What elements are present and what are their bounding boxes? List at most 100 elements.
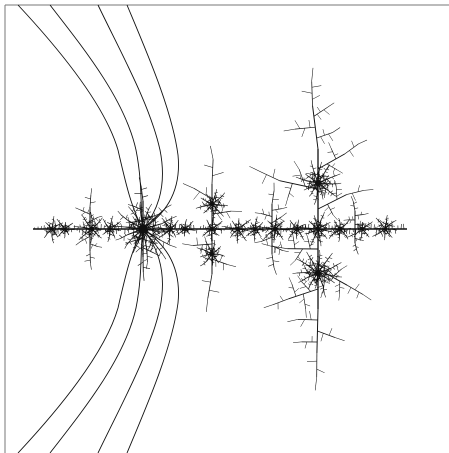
main-node-arm <box>147 228 152 232</box>
main-node-arm <box>144 239 153 243</box>
column-318-up <box>336 192 343 197</box>
spine-cluster-5-arm <box>169 224 176 230</box>
node-212-top-arm <box>207 201 211 205</box>
node-318-bottom-arm <box>320 264 324 267</box>
spine-cluster-9-arm <box>266 227 276 230</box>
node-212-top-arm <box>204 203 206 206</box>
node-212-bottom-arm <box>196 247 200 249</box>
spine-cluster-9-arm <box>275 235 278 238</box>
node-212-top-arm <box>204 210 206 212</box>
node-318-top-arm <box>320 181 324 187</box>
column-318-down <box>301 281 311 292</box>
spine-cluster-12-arm <box>362 222 364 225</box>
spine-cluster-4-arm <box>106 221 109 224</box>
spine-cluster-6-arm <box>188 226 190 230</box>
node-318-bottom-arm <box>311 272 319 282</box>
column-318-up <box>334 153 339 156</box>
spine-cluster-4-arm <box>105 228 111 233</box>
main-node-arm <box>146 221 148 225</box>
main-node-arm <box>132 216 136 221</box>
spine-cluster-10-arm <box>302 237 305 240</box>
node-212-mid-arm <box>211 239 214 241</box>
spine-cluster-1-arm <box>51 224 58 230</box>
node-318-bottom-arm <box>306 268 309 271</box>
main-node-arm <box>149 203 153 208</box>
spine-cluster-7-arm <box>225 226 227 229</box>
spine-cluster-5-arm <box>162 228 165 232</box>
spine-cluster-7-arm <box>241 236 244 239</box>
spine-cluster-3-arm <box>97 236 100 238</box>
node-318-mid-arm <box>315 236 317 239</box>
node-318-top-arm <box>320 161 322 166</box>
spine-cluster-7-arm <box>230 224 232 229</box>
node-318-top-arm <box>325 171 328 173</box>
spine-cluster-5-arm <box>169 228 175 234</box>
twig-355-up <box>360 211 362 215</box>
main-node-arm <box>142 223 162 230</box>
column-318-up <box>323 109 330 115</box>
node-212-top-arm <box>203 211 206 214</box>
node-318-top-arm <box>327 191 330 195</box>
spine-cluster-11-arm <box>336 224 341 230</box>
spine-cluster-2-arm <box>67 232 70 236</box>
node-212-bottom-arm <box>202 261 207 265</box>
spine-cluster-9-arm <box>258 226 262 228</box>
node-212-top-arm <box>220 197 223 200</box>
node-212-mid-arm <box>206 235 209 237</box>
node-212-mid-arm <box>213 230 217 232</box>
node-212-bottom-arm <box>213 257 216 260</box>
main-node-arm <box>133 230 137 233</box>
main-node-arm <box>156 231 159 234</box>
node-318-top-arm <box>306 182 310 184</box>
column-318-up <box>312 95 321 100</box>
node-318-top-arm <box>318 174 321 176</box>
spine-hair <box>178 223 181 230</box>
node-212-top-arm <box>215 197 217 199</box>
node-212-mid-arm <box>211 224 218 230</box>
spine-cluster-4-arm <box>102 233 104 235</box>
spine-cluster-5-arm <box>176 220 179 222</box>
spine-cluster-5-arm <box>158 227 161 230</box>
node-212-bottom-arm <box>205 243 208 246</box>
column-318-down <box>288 287 294 289</box>
spine-cluster-4-arm <box>113 226 116 230</box>
main-node-arm <box>142 228 158 232</box>
spine-cluster-4-arm <box>118 223 120 225</box>
node-318-mid-arm <box>322 225 326 228</box>
spine-cluster-9-arm <box>274 228 284 230</box>
node-318-mid-arm <box>313 222 317 225</box>
node-318-mid-arm <box>309 222 314 225</box>
spine-cluster-3-arm <box>96 233 100 238</box>
twig-90-up <box>75 207 81 211</box>
spine-cluster-3-arm <box>85 218 87 221</box>
node-318-bottom-arm <box>323 264 330 269</box>
node-212-top-arm <box>213 216 216 219</box>
column-318-up <box>326 165 330 170</box>
main-node-arm <box>136 245 140 248</box>
spine-cluster-12-arm <box>361 224 364 230</box>
spine-cluster-1-arm <box>44 230 47 232</box>
spine-cluster-3-arm <box>87 234 90 236</box>
node-318-bottom-arm <box>335 265 339 268</box>
spine-cluster-1-arm <box>52 218 55 223</box>
node-318-bottom-arm <box>329 252 333 257</box>
column-318-up <box>351 140 355 148</box>
node-212-bottom-arm <box>199 248 202 252</box>
spine-cluster-4-arm <box>109 233 113 236</box>
column-318-up <box>293 160 300 170</box>
spine-cluster-10-arm <box>296 232 299 235</box>
spine-cluster-13-arm <box>391 220 393 223</box>
spine-cluster-13-arm <box>386 227 390 231</box>
node-318-bottom-arm <box>312 262 315 264</box>
column-318-down <box>362 294 372 301</box>
column-318-up <box>261 174 267 184</box>
spine-cluster-13-arm <box>379 225 381 228</box>
column-212-up <box>211 159 214 185</box>
node-318-top-arm <box>320 190 322 192</box>
twig-90-down <box>80 236 83 241</box>
node-212-mid-arm <box>215 227 217 229</box>
spine-cluster-13-arm <box>386 222 389 224</box>
spine-cluster-11-arm <box>332 229 336 233</box>
node-318-bottom-arm <box>314 262 320 266</box>
